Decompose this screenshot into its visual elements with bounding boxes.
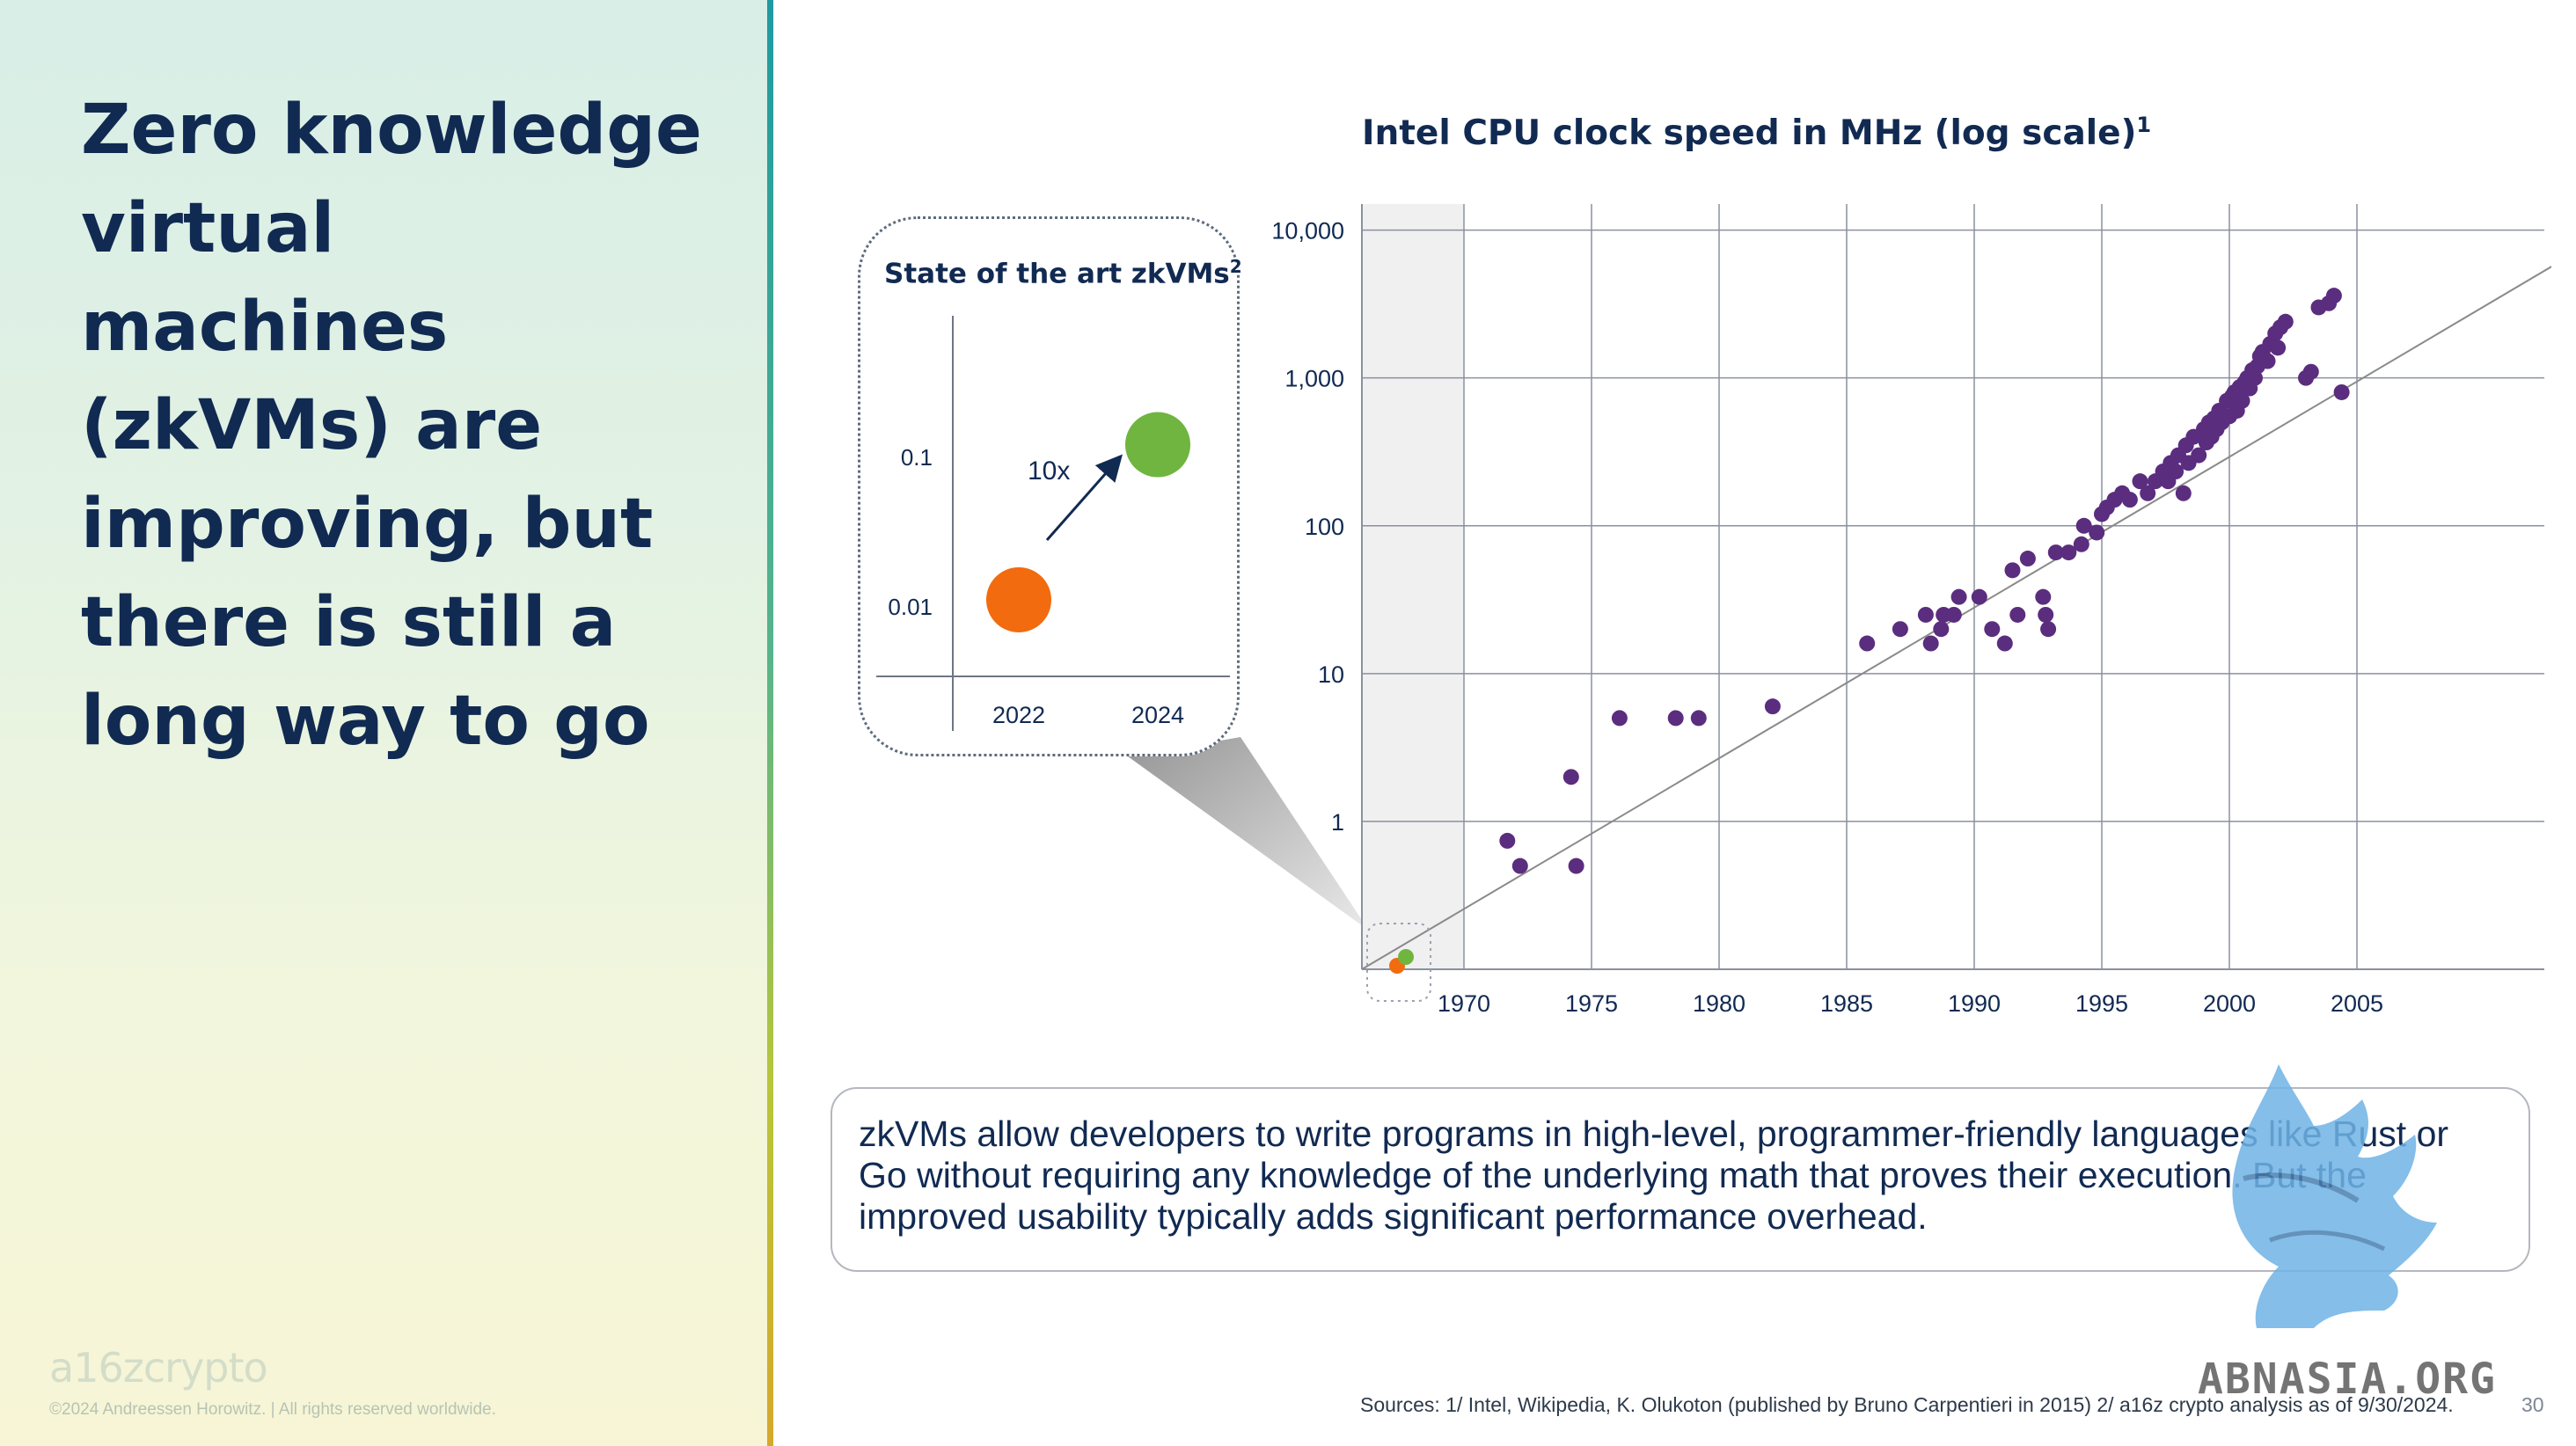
cpu-data-point (2277, 313, 2294, 330)
inset-marker-green (1398, 949, 1414, 965)
x-axis-ticks: 1970 1975 1980 1985 1990 1995 2000 2005 (1438, 990, 2383, 1017)
y-axis-ticks: 1 10 100 1,000 10,000 (1271, 218, 1344, 836)
watermark-text: ABNASIA.ORG (2198, 1355, 2497, 1404)
cpu-data-point (2038, 606, 2054, 623)
sources-footnote: Sources: 1/ Intel, Wikipedia, K. Olukoto… (1360, 1393, 2454, 1416)
inset-y-tick-label: 0.01 (888, 594, 933, 620)
chart-title-text: Intel CPU clock speed in MHz (log scale) (1362, 113, 2137, 153)
cpu-data-point (2004, 562, 2021, 579)
cpu-data-point (2060, 544, 2077, 561)
zkvm-data-point (1125, 412, 1190, 478)
x-tick-label: 1980 (1693, 990, 1745, 1017)
cpu-data-point (1764, 698, 1781, 715)
x-tick-label: 1985 (1820, 990, 1873, 1017)
inset-y-tick-label: 0.1 (901, 444, 933, 471)
slide-headline: Zero knowledge virtual machines (zkVMs) … (81, 91, 702, 761)
inset-title-footnote: 2 (1229, 256, 1242, 277)
zkvm-inset-card: State of the art zkVMs2 0.01 0.1 2022 2024… (858, 216, 1242, 756)
cpu-data-point (2325, 288, 2342, 304)
cpu-data-point (1971, 588, 1987, 605)
chart-title-footnote: 1 (2136, 113, 2152, 137)
brand-logo: a16zcrypto (49, 1344, 268, 1391)
cpu-data-point (2191, 447, 2207, 464)
cpu-data-point (2075, 517, 2092, 534)
cpu-data-point (1984, 621, 2001, 638)
cpu-data-point (2089, 524, 2105, 541)
shaded-region (1362, 204, 1464, 969)
y-tick-label: 100 (1305, 514, 1344, 540)
cpu-data-point (2035, 588, 2052, 605)
left-panel (0, 0, 767, 1446)
cpu-data-point (2175, 485, 2192, 501)
data-points (1499, 288, 2350, 874)
cpu-data-point (2009, 606, 2026, 623)
cpu-data-point (2302, 363, 2319, 380)
cpu-data-point (1933, 621, 1950, 638)
inset-x-tick-label: 2022 (992, 702, 1045, 728)
inset-title: State of the art zkVMs2 (884, 256, 1242, 289)
cpu-data-point (1511, 858, 1528, 874)
cpu-data-point (1611, 710, 1628, 727)
cpu-data-point (1568, 858, 1584, 874)
cpu-data-point (1922, 635, 1939, 652)
inset-focus-box (1366, 923, 1431, 1002)
cpu-data-point (2132, 473, 2148, 490)
x-tick-label: 1975 (1565, 990, 1618, 1017)
y-tick-label: 1,000 (1284, 366, 1344, 392)
inset-x-tick-label: 2024 (1131, 702, 1184, 728)
cpu-data-point (1499, 832, 1516, 849)
cpu-data-point (1690, 710, 1707, 727)
cpu-clock-chart: 1970 1975 1980 1985 1990 1995 2000 2005 1101001… (1271, 204, 2551, 1017)
gradient-divider (767, 0, 773, 1446)
cpu-data-point (2121, 492, 2138, 508)
y-tick-label: 10 (1318, 661, 1344, 688)
zkvm-data-point (986, 566, 1051, 632)
cpu-data-point (1996, 635, 2013, 652)
shaded-region-rect (1362, 204, 1464, 969)
cpu-data-point (1859, 635, 1876, 652)
improvement-label: 10x (1028, 456, 1070, 486)
chart-grid (1361, 204, 2544, 970)
x-tick-label: 1970 (1438, 990, 1490, 1017)
griffin-watermark-icon (2232, 1064, 2437, 1328)
cpu-data-point (2040, 621, 2057, 638)
improvement-arrow (1045, 454, 1123, 541)
x-tick-label: 1990 (1948, 990, 2001, 1017)
cpu-data-point (1950, 588, 1967, 605)
cpu-data-point (2047, 544, 2064, 561)
cpu-data-point (2259, 353, 2276, 369)
cpu-data-point (2333, 383, 2350, 400)
cpu-data-point (1892, 621, 1908, 638)
cpu-data-point (1945, 606, 1962, 623)
cpu-data-point (1562, 769, 1579, 785)
copyright-notice: ©2024 Andreessen Horowitz. | All rights … (49, 1400, 496, 1419)
zkvm-chart: 0.01 0.1 2022 2024 10x (876, 316, 1230, 731)
y-tick-label: 1 (1331, 809, 1344, 836)
cpu-data-point (2234, 392, 2250, 409)
cpu-data-point (2270, 340, 2287, 356)
cpu-data-point (2168, 464, 2184, 480)
x-tick-label: 2005 (2331, 990, 2383, 1017)
cpu-data-point (1667, 710, 1684, 727)
cpu-data-point (1917, 606, 1934, 623)
inset-marker-group (1366, 923, 1431, 1002)
cpu-data-point (2019, 551, 2036, 567)
x-tick-label: 1995 (2075, 990, 2128, 1017)
cpu-data-point (2073, 536, 2089, 552)
y-tick-label: 10,000 (1271, 218, 1344, 245)
inset-title-text: State of the art zkVMs (884, 258, 1230, 290)
x-tick-label: 2000 (2203, 990, 2256, 1017)
cpu-data-point (2140, 485, 2156, 501)
chart-title: Intel CPU clock speed in MHz (log scale)… (1362, 113, 2151, 153)
page-number: 30 (2521, 1393, 2544, 1416)
description-text: zkVMs allow developers to write programs… (859, 1114, 2449, 1237)
